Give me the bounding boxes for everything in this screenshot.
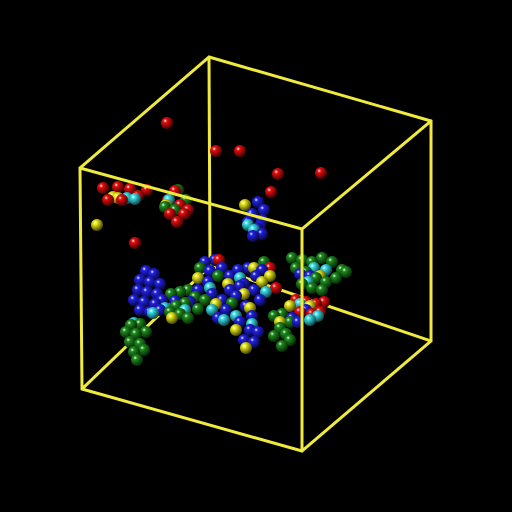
cyan-atom — [129, 193, 141, 205]
yellow-atom — [192, 272, 204, 284]
blue-atom — [134, 304, 146, 316]
green-atom — [138, 344, 150, 356]
cyan-atom — [218, 314, 230, 326]
red-atom — [97, 182, 109, 194]
green-atom — [192, 303, 204, 315]
blue-atom — [254, 294, 266, 306]
cyan-atom — [304, 314, 316, 326]
green-atom — [199, 294, 211, 306]
box-edge-ftl-ftr — [78, 166, 304, 231]
blue-atom — [258, 204, 270, 216]
blue-atom — [141, 286, 153, 298]
red-atom — [265, 186, 277, 198]
red-atom — [161, 117, 173, 129]
box-edge-fbr-bbr — [300, 339, 433, 453]
box-edge-ftr-btr — [300, 119, 433, 231]
cyan-atom — [147, 307, 159, 319]
atom-spheres — [91, 117, 352, 366]
box-edge-fbl-fbr — [80, 387, 304, 453]
blue-atom — [220, 304, 232, 316]
box-edge-btl-btr — [207, 55, 433, 123]
green-atom — [268, 330, 280, 342]
green-atom — [194, 262, 206, 274]
red-atom — [210, 145, 222, 157]
blue-atom — [248, 284, 260, 296]
green-atom — [330, 272, 342, 284]
red-atom — [102, 194, 114, 206]
red-atom — [270, 282, 282, 294]
yellow-atom — [284, 300, 296, 312]
green-atom — [124, 336, 136, 348]
red-atom — [112, 181, 124, 193]
red-atom — [178, 208, 190, 220]
box-edge-ftl-btl — [78, 55, 211, 170]
box-edge-btl-bbl — [207, 55, 212, 268]
box-edge-ftl-fbl — [78, 166, 84, 391]
green-atom — [286, 252, 298, 264]
yellow-atom — [166, 312, 178, 324]
green-atom — [340, 266, 352, 278]
red-atom — [272, 168, 284, 180]
green-atom — [212, 270, 224, 282]
simulation-box-front-edges — [78, 119, 433, 453]
blue-atom — [252, 326, 264, 338]
green-atom — [306, 282, 318, 294]
red-atom — [129, 237, 141, 249]
green-atom — [316, 284, 328, 296]
yellow-atom — [230, 324, 242, 336]
red-atom — [164, 208, 176, 220]
yellow-atom — [240, 342, 252, 354]
blue-atom — [134, 274, 146, 286]
blue-atom — [144, 276, 156, 288]
green-atom — [174, 286, 186, 298]
blue-atom — [154, 278, 166, 290]
green-atom — [276, 340, 288, 352]
green-atom — [182, 312, 194, 324]
yellow-atom — [91, 219, 103, 231]
green-atom — [120, 326, 132, 338]
red-atom — [116, 194, 128, 206]
blue-atom — [128, 294, 140, 306]
red-atom — [234, 145, 246, 157]
green-atom — [140, 326, 152, 338]
yellow-atom — [256, 276, 268, 288]
yellow-atom — [239, 199, 251, 211]
green-atom — [316, 252, 328, 264]
blue-atom — [256, 228, 268, 240]
red-atom — [315, 167, 327, 179]
blue-atom — [247, 230, 259, 242]
green-atom — [131, 354, 143, 366]
red-atom — [171, 216, 183, 228]
blue-atom — [132, 284, 144, 296]
